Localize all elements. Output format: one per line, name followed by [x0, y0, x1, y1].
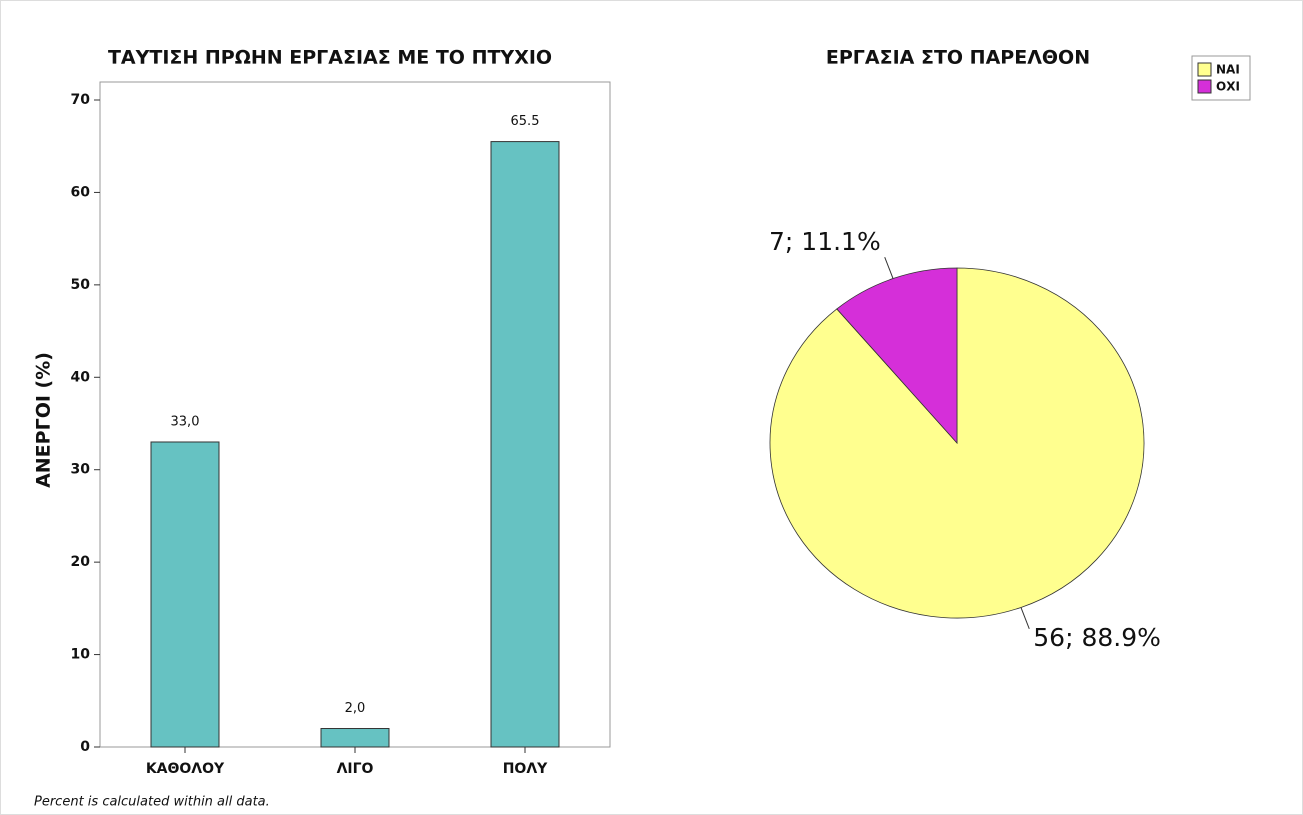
bar [150, 441, 220, 748]
pie-slice [836, 267, 958, 445]
legend-label: ΟΧΙ [1216, 80, 1240, 94]
y-tick-label: 70 [71, 92, 91, 108]
bar [490, 141, 560, 748]
value-label: 2,0 [345, 701, 366, 716]
leader-line [1020, 607, 1030, 630]
x-tick-label: ΛΙΓΟ [337, 761, 374, 777]
y-tick-label: 30 [71, 462, 91, 478]
y-axis-label: ΑΝΕΡΓΟΙ (%) [33, 352, 55, 488]
slice-label: 7; 11.1% [769, 227, 881, 256]
chart-title: ΕΡΓΑΣΙΑ ΣΤΟ ΠΑΡΕΛΘΟΝ [826, 47, 1090, 69]
y-tick-label: 40 [71, 369, 91, 385]
bar [320, 728, 390, 748]
x-tick-label: ΠΟΛΥ [503, 761, 548, 777]
value-label: 65.5 [511, 114, 540, 129]
footnote: Percent is calculated within all data. [34, 795, 270, 810]
x-tick-label: ΚΑΘΟΛΟΥ [146, 761, 225, 777]
chart-title: ΤΑΥΤΙΣΗ ΠΡΩΗΝ ΕΡΓΑΣΙΑΣ ΜΕ ΤΟ ΠΤΥΧΙΟ [108, 47, 552, 69]
leader-line [884, 256, 894, 279]
legend-swatch [1197, 62, 1212, 77]
legend-swatch [1197, 79, 1212, 94]
value-label: 33,0 [171, 414, 200, 429]
y-tick-label: 0 [80, 739, 90, 755]
legend-label: ΝΑΙ [1216, 63, 1240, 77]
y-tick-label: 50 [71, 277, 91, 293]
y-tick-label: 60 [71, 184, 91, 200]
slice-label: 56; 88.9% [1033, 623, 1161, 652]
y-tick-label: 10 [71, 647, 91, 663]
y-tick-label: 20 [71, 554, 91, 570]
